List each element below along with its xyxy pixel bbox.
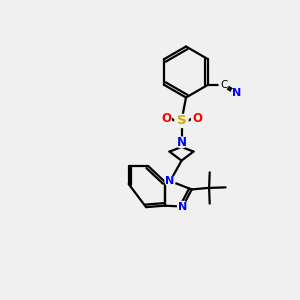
Circle shape — [176, 137, 187, 148]
Circle shape — [192, 113, 203, 124]
Text: O: O — [192, 112, 202, 125]
Circle shape — [178, 202, 188, 212]
Circle shape — [231, 88, 242, 98]
Text: N: N — [232, 88, 241, 98]
Text: N: N — [176, 136, 187, 149]
Text: S: S — [177, 114, 186, 128]
Circle shape — [219, 80, 228, 89]
Text: N: N — [166, 176, 175, 186]
Text: C: C — [220, 80, 227, 90]
Text: O: O — [161, 112, 171, 125]
Circle shape — [160, 113, 171, 124]
Text: N: N — [178, 202, 187, 212]
Circle shape — [175, 114, 188, 128]
Circle shape — [165, 176, 175, 186]
